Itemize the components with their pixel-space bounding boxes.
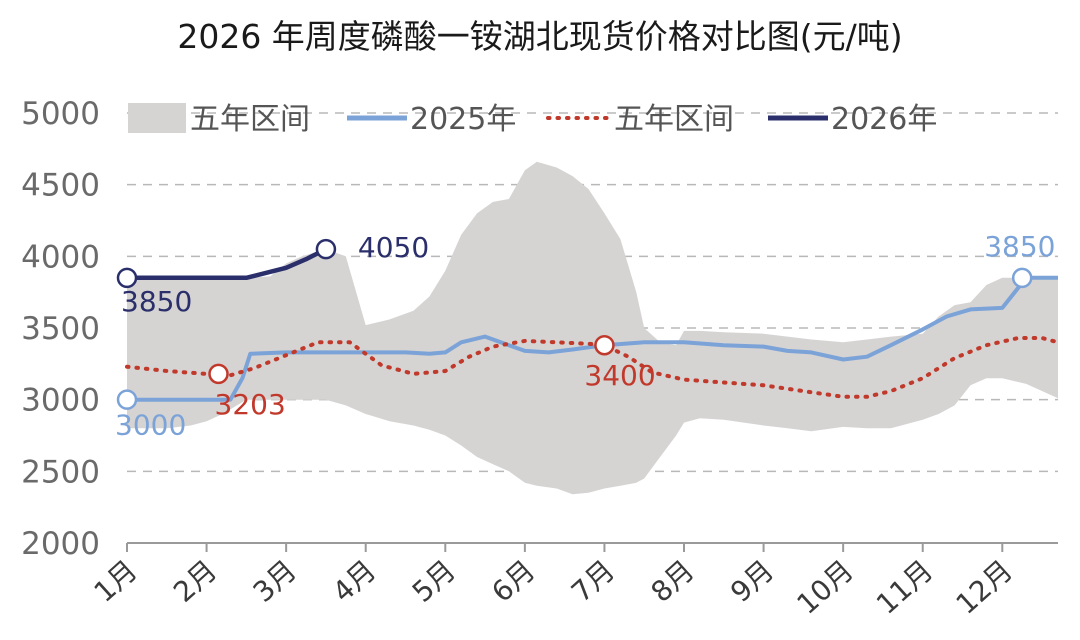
x-tick-label: 7月 [565, 554, 621, 609]
chart-title: 2026 年周度磷酸一铵湖北现货价格对比图(元/吨) [177, 17, 902, 56]
legend-swatch-band [128, 103, 186, 133]
data-labels: 3850 4050 3000 3203 3400 3850 [115, 230, 1055, 442]
series-2026-line [127, 247, 327, 281]
x-tick-label: 9月 [724, 554, 780, 609]
series-2025-line [127, 275, 1058, 402]
five-year-range-band [127, 161, 1058, 495]
legend-label-2025: 2025年 [410, 102, 516, 137]
data-label: 3850 [984, 230, 1055, 263]
x-tick-label: 2月 [167, 554, 223, 609]
y-tick-label: 5000 [21, 96, 100, 132]
x-tick-label: 4月 [326, 554, 382, 609]
y-tick-label: 2500 [21, 454, 100, 490]
data-marker [594, 334, 615, 356]
legend-label-2026: 2026年 [831, 102, 937, 137]
y-tick-label: 3000 [21, 383, 100, 419]
five-year-band-area [127, 161, 1058, 495]
data-label: 3850 [121, 285, 192, 318]
legend-label-band: 五年区间 [190, 102, 310, 137]
x-tick-label: 3月 [247, 554, 303, 609]
y-tick-label: 4500 [21, 168, 100, 204]
data-label: 3000 [115, 409, 186, 442]
y-tick-label: 3500 [21, 311, 100, 347]
data-marker [208, 363, 229, 385]
data-label: 3400 [584, 359, 655, 392]
data-marker [1011, 267, 1033, 289]
y-tick-label: 2000 [21, 526, 100, 562]
x-tick-label: 12月 [950, 554, 1019, 621]
data-marker [315, 238, 337, 260]
y-tick-label: 4000 [21, 239, 100, 275]
data-marker [116, 389, 138, 410]
x-tick-label: 8月 [645, 554, 701, 609]
data-marker [116, 267, 138, 289]
data-label: 4050 [358, 231, 429, 264]
x-tick-label: 11月 [870, 554, 939, 621]
legend-label-average: 五年区间 [614, 102, 734, 137]
x-tick-label: 10月 [790, 554, 859, 621]
x-tick-label: 5月 [406, 554, 462, 609]
data-label: 3203 [215, 388, 286, 421]
legend: 五年区间 2025年 五年区间 2026年 [128, 102, 937, 137]
x-tick-label: 6月 [485, 554, 541, 609]
series-lines [125, 247, 1060, 402]
